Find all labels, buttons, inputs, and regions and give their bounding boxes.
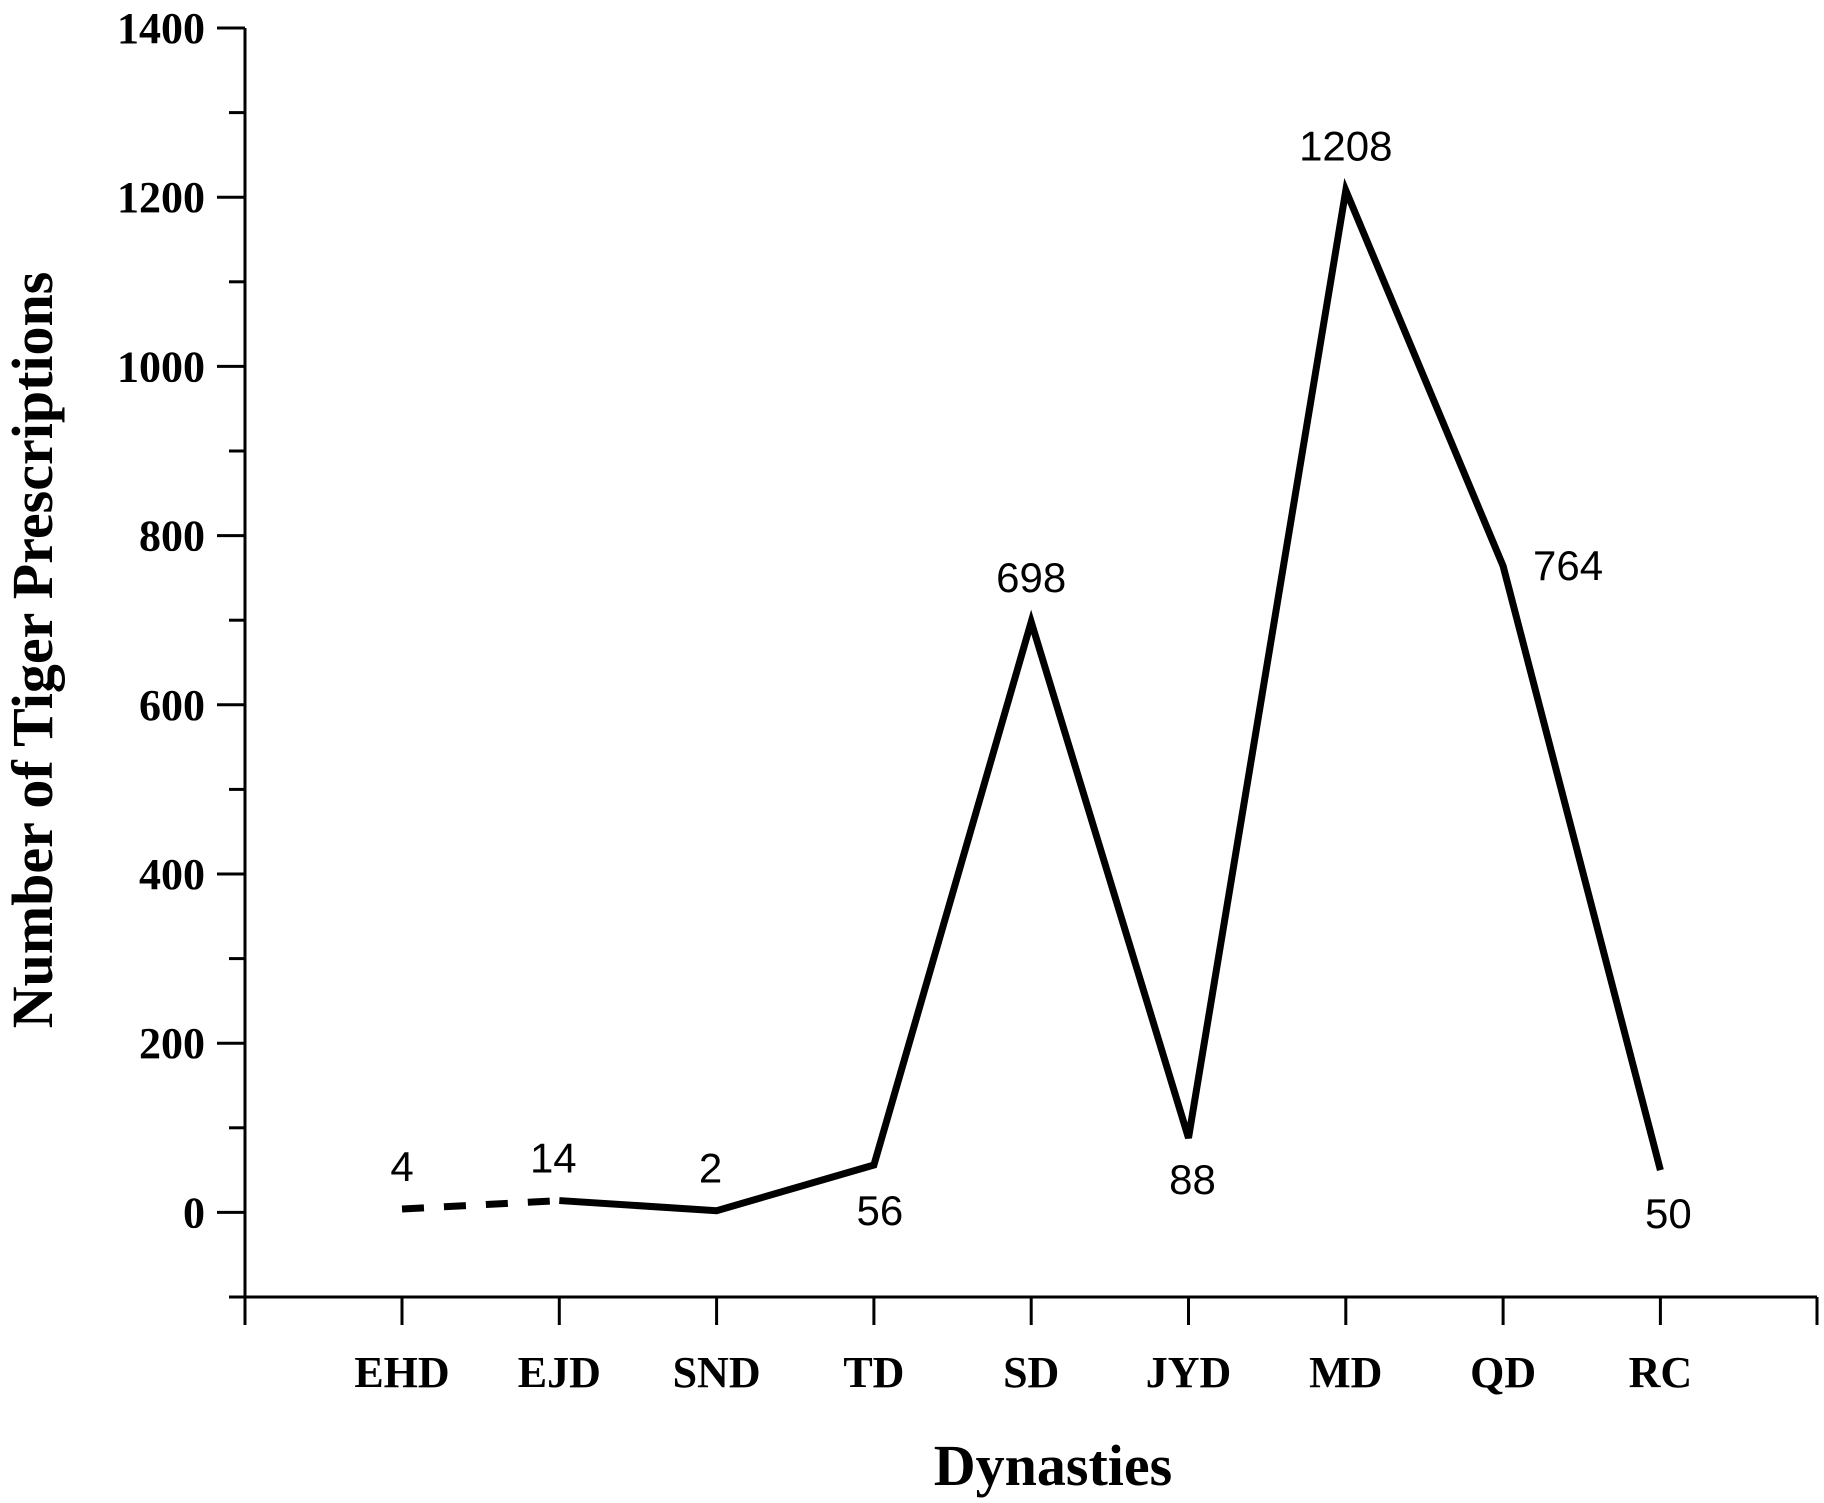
x-tick-label: EHD (354, 1348, 449, 1397)
y-tick-label: 1200 (117, 173, 205, 222)
data-label: 4 (390, 1143, 413, 1190)
data-label: 698 (996, 554, 1066, 601)
data-label: 50 (1645, 1190, 1692, 1237)
series-line-dashed-segment (401, 1197, 560, 1213)
series-group (401, 177, 1664, 1215)
y-axis-title: Number of Tiger Prescriptions (0, 272, 65, 1029)
series-line (559, 177, 1664, 1215)
x-tick-label: TD (843, 1348, 904, 1397)
data-label: 1208 (1299, 122, 1392, 169)
x-tick-label: MD (1309, 1348, 1382, 1397)
y-tick-label: 600 (139, 681, 205, 730)
data-label: 56 (857, 1187, 904, 1234)
y-tick-label: 1400 (117, 4, 205, 53)
x-tick-label: SD (1003, 1348, 1059, 1397)
y-tick-label: 200 (139, 1019, 205, 1068)
y-tick-label: 0 (183, 1188, 205, 1237)
data-label: 14 (530, 1135, 577, 1182)
y-tick-label: 400 (139, 850, 205, 899)
x-axis-title: Dynasties (934, 1433, 1172, 1498)
data-labels: 4 14 2 56 698 88 1208 764 50 (390, 122, 1691, 1237)
x-tick-label: QD (1470, 1348, 1536, 1397)
y-tick-label: 800 (139, 512, 205, 561)
data-label: 2 (699, 1145, 722, 1192)
x-tick-label: JYD (1146, 1348, 1232, 1397)
axes (243, 28, 1819, 1325)
x-axis-ticks: EHD EJD SND TD SD JYD MD QD RC (354, 1297, 1692, 1397)
data-label: 764 (1533, 542, 1603, 589)
y-axis-ticks: 0 200 400 600 800 1000 1200 1400 (117, 4, 245, 1299)
x-tick-label: RC (1629, 1348, 1693, 1397)
x-tick-label: EJD (518, 1348, 601, 1397)
y-tick-label: 1000 (117, 342, 205, 391)
x-tick-label: SND (673, 1348, 761, 1397)
data-label: 88 (1169, 1156, 1216, 1203)
